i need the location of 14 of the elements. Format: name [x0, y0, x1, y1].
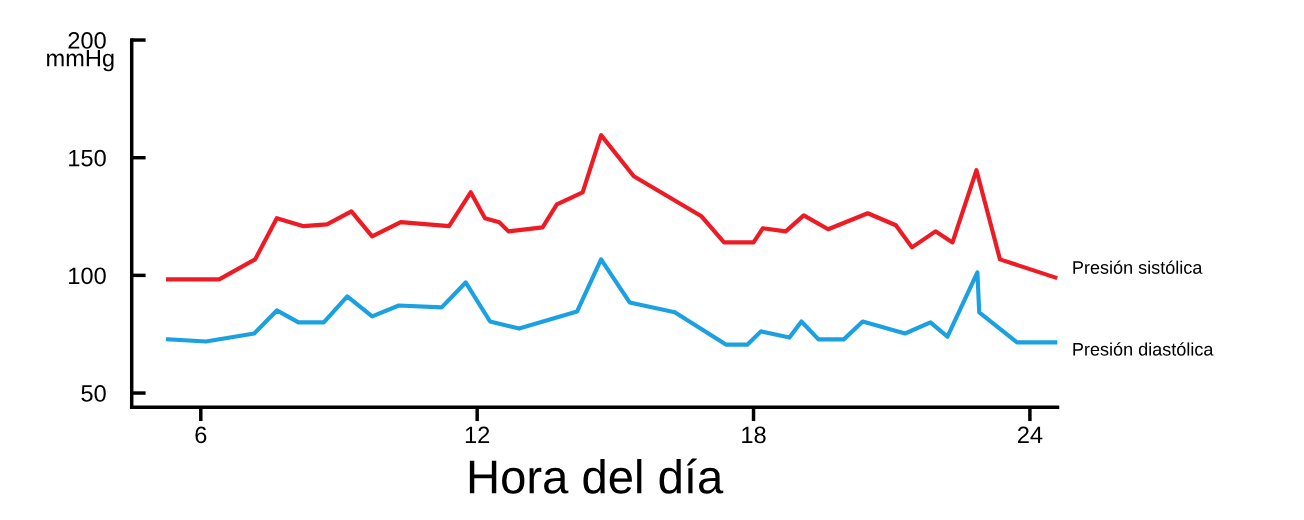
y-tick-label: 200	[68, 32, 106, 49]
series-label: Presión diastólica	[1073, 342, 1214, 356]
line-series	[166, 257, 1058, 347]
x-tick-label: 12	[465, 426, 490, 444]
y-tick-label: 150	[69, 149, 106, 167]
y-tick-label: 100	[69, 267, 106, 285]
x-tick-label: 18	[742, 426, 766, 444]
series-label: Presión sistólica	[1073, 260, 1203, 274]
x-axis-title: Hora del día	[469, 458, 724, 494]
x-tick-label: 24	[1017, 426, 1043, 444]
y-tick-label: 50	[81, 385, 106, 402]
x-tick-label: 6	[195, 426, 207, 444]
y-axis-title: mmHg	[47, 50, 114, 72]
line-series	[166, 133, 1058, 282]
